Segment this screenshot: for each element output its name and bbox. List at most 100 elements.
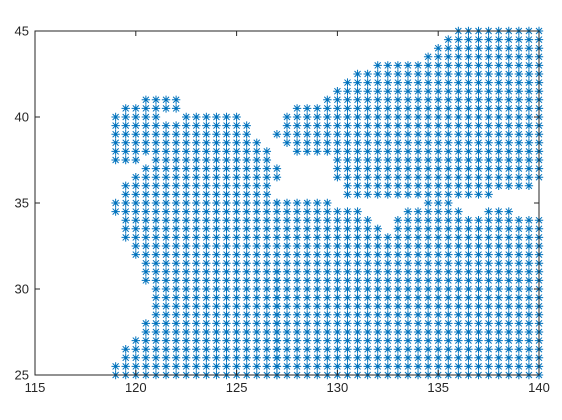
data-point [151, 362, 161, 371]
data-point [474, 78, 483, 87]
data-point [353, 164, 362, 173]
data-point [232, 173, 241, 182]
data-point [454, 276, 463, 285]
data-point [373, 147, 382, 156]
data-point [343, 241, 352, 251]
data-point [242, 233, 251, 242]
data-point [373, 190, 382, 199]
data-point [232, 198, 241, 208]
data-point [524, 147, 534, 156]
data-point [182, 284, 191, 294]
data-point [161, 267, 171, 276]
data-point [161, 345, 171, 354]
data-point [474, 267, 483, 276]
data-point [121, 121, 130, 130]
data-point [343, 250, 352, 259]
data-point [494, 224, 503, 233]
data-point [232, 181, 241, 190]
data-point [454, 259, 463, 268]
data-point [514, 112, 524, 122]
data-point [302, 121, 312, 130]
data-point [353, 293, 362, 302]
data-point [524, 138, 534, 147]
data-point [272, 224, 282, 233]
data-point [141, 198, 151, 208]
data-point [302, 293, 312, 302]
data-point [141, 130, 151, 139]
data-point [413, 259, 423, 268]
data-point [333, 284, 342, 294]
data-point [323, 267, 332, 276]
data-point [444, 78, 453, 87]
data-point [423, 198, 433, 208]
data-point [202, 130, 211, 139]
data-point [222, 190, 231, 199]
data-point [262, 319, 272, 328]
data-point [141, 173, 151, 182]
data-point [242, 345, 251, 354]
data-point [524, 78, 534, 87]
data-point [353, 267, 362, 276]
data-point [393, 121, 403, 130]
data-point [151, 138, 161, 147]
data-point [413, 104, 423, 113]
data-point [363, 138, 372, 147]
data-point [222, 173, 231, 182]
data-point [202, 250, 211, 259]
data-point [272, 267, 282, 276]
data-point [474, 336, 483, 345]
data-point [403, 259, 413, 268]
data-point [313, 130, 322, 139]
data-point [383, 336, 392, 345]
data-point [423, 284, 433, 294]
data-point [353, 276, 362, 285]
data-point [393, 69, 403, 79]
data-point [524, 216, 534, 225]
data-point [141, 362, 151, 371]
data-point [464, 190, 473, 199]
data-point [494, 250, 503, 259]
data-point [434, 87, 443, 96]
data-point [504, 224, 513, 233]
data-point [524, 241, 534, 251]
data-point [363, 284, 372, 294]
data-point [423, 78, 433, 87]
data-point [494, 138, 503, 147]
data-point [161, 250, 171, 259]
data-point [464, 224, 473, 233]
data-point [454, 181, 463, 190]
data-point [403, 216, 413, 225]
data-point [444, 87, 453, 96]
data-point [423, 104, 433, 113]
data-point [182, 216, 191, 225]
data-point [313, 259, 322, 268]
data-point [454, 353, 463, 362]
data-point [363, 181, 372, 190]
data-point [504, 319, 513, 328]
data-point [474, 121, 483, 130]
data-point [514, 95, 524, 104]
data-point [171, 173, 181, 182]
data-point [192, 353, 201, 362]
data-point [514, 241, 524, 251]
data-point [212, 233, 221, 242]
data-point [111, 155, 120, 165]
data-point [454, 173, 463, 182]
data-point [333, 362, 342, 371]
data-point [373, 181, 382, 190]
data-point [373, 164, 382, 173]
data-point [403, 173, 413, 182]
data-point [292, 310, 302, 319]
data-point [343, 155, 352, 165]
data-point [282, 353, 292, 362]
data-point [434, 336, 443, 345]
data-point [292, 336, 302, 345]
data-point [313, 345, 322, 354]
data-point [494, 302, 503, 311]
data-point [222, 112, 231, 122]
data-point [131, 353, 140, 362]
data-point [292, 259, 302, 268]
data-point [192, 276, 201, 285]
data-point [393, 284, 403, 294]
data-point [454, 69, 463, 79]
